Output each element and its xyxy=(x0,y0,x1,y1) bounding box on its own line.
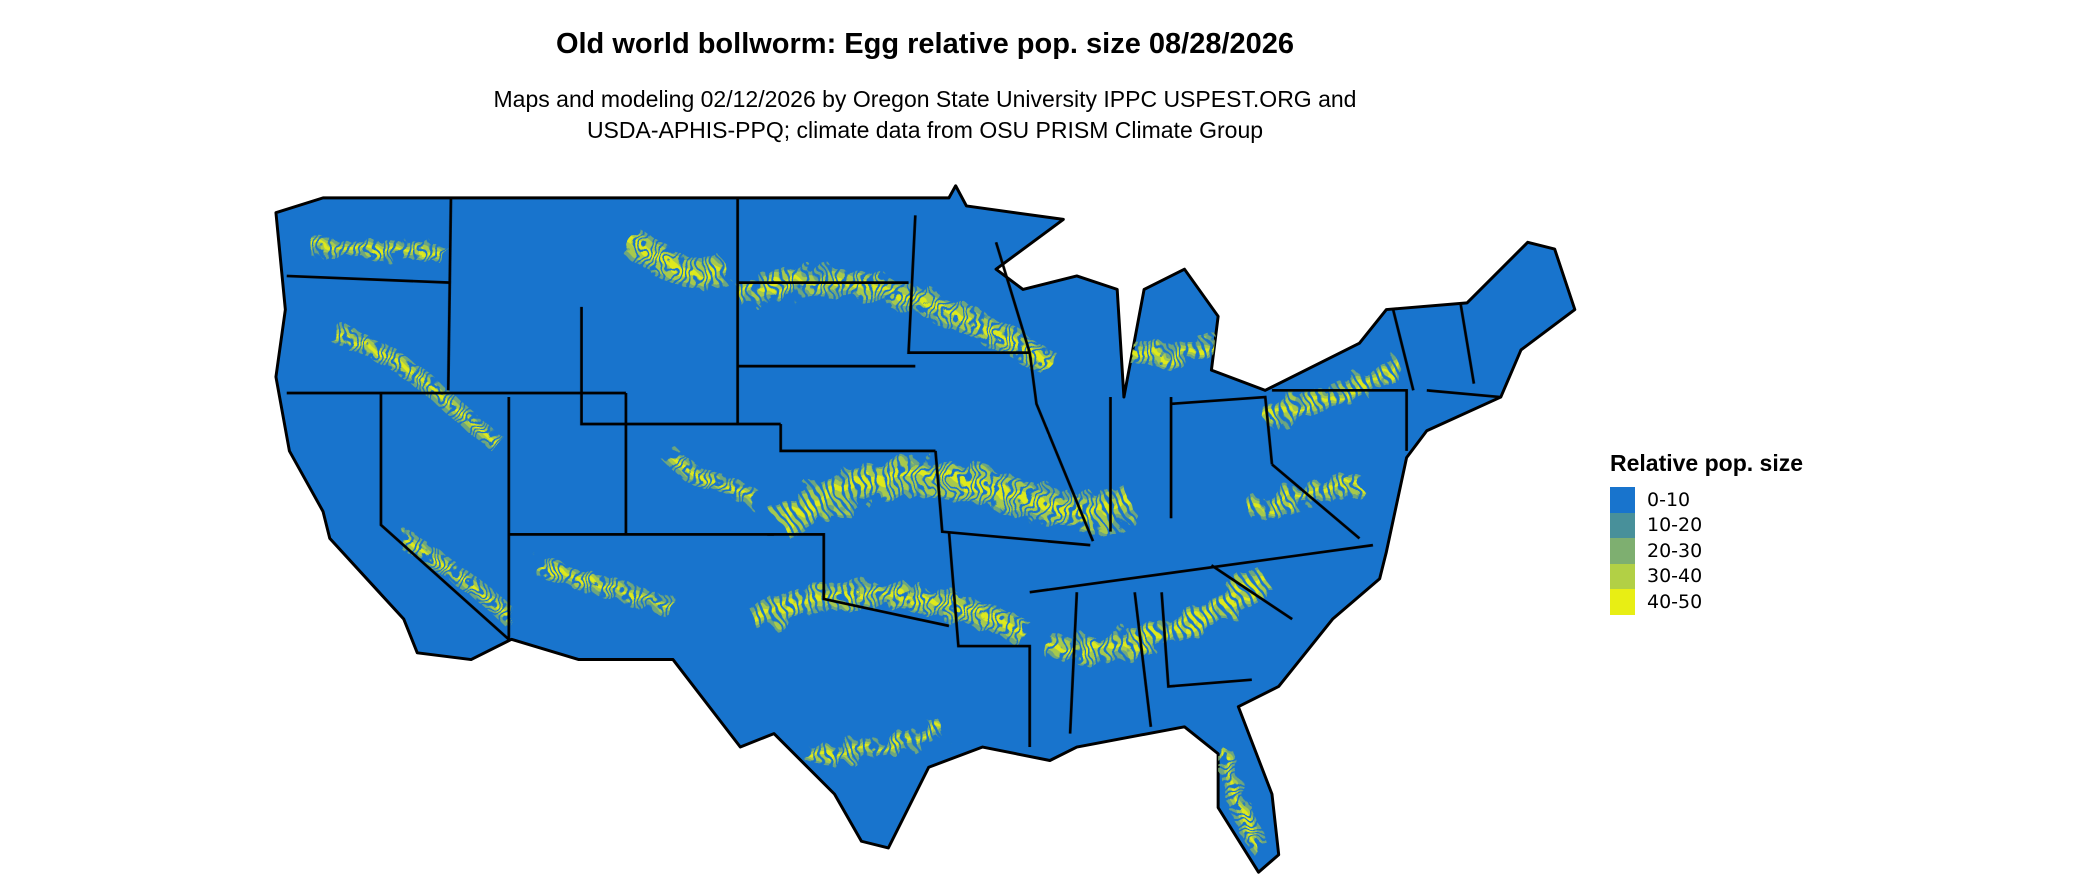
state-border xyxy=(1391,309,1415,391)
state-border xyxy=(1459,302,1476,384)
hotspot-band xyxy=(1223,753,1261,849)
state-border xyxy=(379,393,510,641)
legend-swatch xyxy=(1610,589,1635,615)
hotspot-band xyxy=(807,725,944,756)
hotspot-layer xyxy=(307,229,1406,853)
state-border xyxy=(994,241,1095,542)
state-border xyxy=(286,274,451,285)
state-border xyxy=(446,197,453,391)
legend-title: Relative pop. size xyxy=(1610,450,1804,476)
map-title: Old world bollworm: Egg relative pop. si… xyxy=(555,28,1295,60)
state-border xyxy=(1271,388,1408,451)
legend-item: 10-20 xyxy=(1610,512,1803,538)
hotspot-band xyxy=(1049,576,1267,653)
legend-item: 20-30 xyxy=(1610,538,1803,564)
state-borders xyxy=(286,197,1501,748)
state-border xyxy=(1210,564,1293,621)
subtitle-line-2: USDA-APHIS-PPQ; climate data from OSU PR… xyxy=(586,117,1264,143)
legend-label: 40-50 xyxy=(1647,590,1703,613)
state-border xyxy=(1271,463,1361,540)
state-border xyxy=(1160,592,1252,688)
legend-label: 0-10 xyxy=(1647,488,1691,511)
state-border xyxy=(767,533,950,628)
legend-item: 30-40 xyxy=(1610,563,1803,589)
subtitle-line-1: Maps and modeling 02/12/2026 by Oregon S… xyxy=(493,86,1357,112)
legend-item: 40-50 xyxy=(1610,589,1803,615)
state-border xyxy=(1170,395,1274,465)
hotspot-band xyxy=(739,278,1052,367)
state-border xyxy=(1426,388,1501,399)
hotspot-band xyxy=(336,334,500,446)
hotspot-band xyxy=(1251,482,1360,514)
legend-swatch xyxy=(1610,512,1635,538)
state-border xyxy=(1068,592,1079,734)
legend-swatch xyxy=(1610,563,1635,589)
state-border xyxy=(1133,592,1153,728)
legend: Relative pop. size 0-10 10-20 20-30 30-40 40… xyxy=(1610,450,1803,615)
hotspot-band xyxy=(402,536,513,621)
legend-label: 10-20 xyxy=(1647,514,1703,537)
state-border xyxy=(947,531,1032,748)
hotspot-band xyxy=(671,456,755,500)
legend-swatch xyxy=(1610,487,1635,513)
hotspot-band xyxy=(1129,341,1219,358)
us-landmass xyxy=(274,184,1577,874)
hotspot-band xyxy=(752,591,1025,636)
map-subtitle: Maps and modeling 02/12/2026 by Oregon S… xyxy=(0,84,1850,146)
state-border xyxy=(1029,543,1374,594)
hotspot-band xyxy=(537,563,674,608)
state-border xyxy=(907,215,1030,354)
state-border xyxy=(580,306,781,426)
state-border xyxy=(934,450,1091,547)
legend-item: 0-10 xyxy=(1610,487,1803,513)
legend-label: 20-30 xyxy=(1647,539,1703,562)
legend-swatch xyxy=(1610,538,1635,564)
hotspot-band xyxy=(1264,361,1402,420)
hotspot-band xyxy=(630,239,729,279)
legend-label: 30-40 xyxy=(1647,565,1703,588)
hotspot-band xyxy=(309,240,445,258)
state-border xyxy=(779,423,936,453)
